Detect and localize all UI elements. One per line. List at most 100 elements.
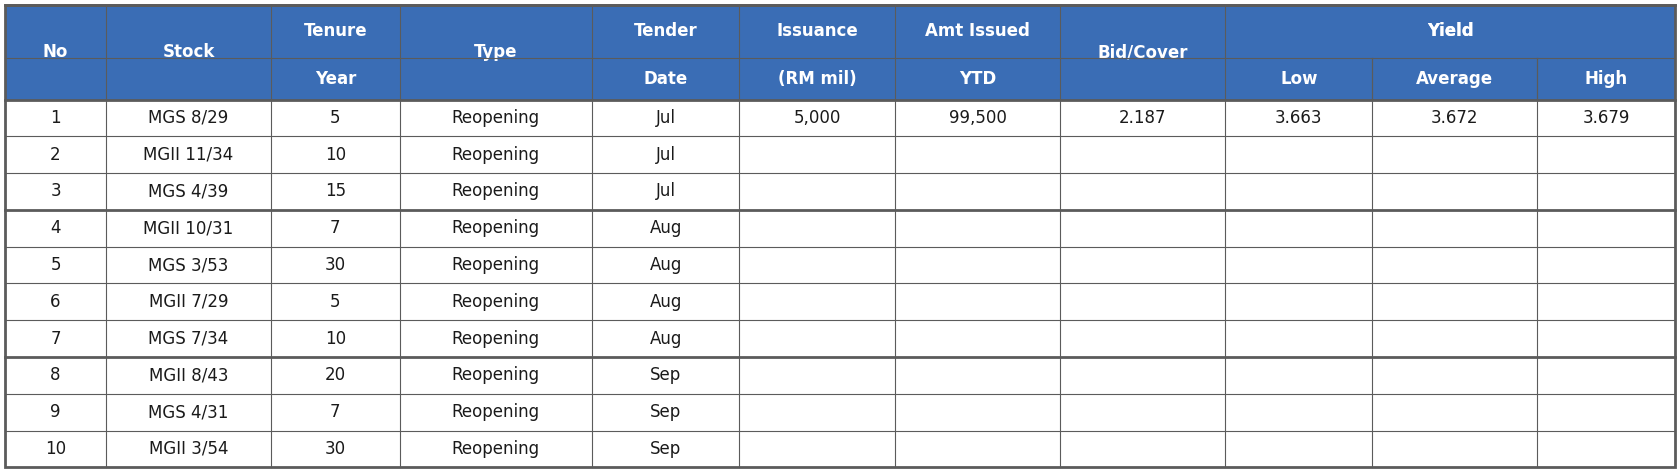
Text: MGS 3/53: MGS 3/53	[148, 256, 228, 274]
Bar	[1060, 173, 1225, 210]
Bar	[895, 136, 1060, 173]
Bar	[895, 58, 1060, 100]
Text: 30: 30	[324, 256, 346, 274]
Bar	[270, 58, 400, 100]
Text: 3.663: 3.663	[1275, 109, 1322, 127]
Bar	[400, 136, 593, 173]
Bar	[270, 210, 400, 247]
Bar	[895, 100, 1060, 136]
Text: 5: 5	[329, 293, 341, 311]
Bar	[1060, 100, 1225, 136]
Text: High: High	[1584, 70, 1628, 88]
Bar	[593, 320, 739, 357]
Bar	[400, 100, 593, 136]
Text: MGS 7/34: MGS 7/34	[148, 329, 228, 347]
Text: 7: 7	[329, 403, 341, 421]
Text: 5: 5	[50, 256, 60, 274]
Bar	[1537, 430, 1675, 467]
Bar	[270, 394, 400, 430]
Bar	[270, 5, 400, 58]
Text: Tenure: Tenure	[304, 22, 368, 40]
Bar	[5, 394, 106, 430]
Bar	[5, 173, 106, 210]
Bar	[1373, 283, 1537, 320]
Text: 5: 5	[329, 109, 341, 127]
Bar	[1225, 430, 1373, 467]
Text: 99,500: 99,500	[949, 109, 1006, 127]
Bar	[106, 283, 270, 320]
Text: Reopening: Reopening	[452, 109, 539, 127]
Bar	[400, 247, 593, 283]
Text: Aug: Aug	[650, 329, 682, 347]
Bar	[895, 430, 1060, 467]
Text: Reopening: Reopening	[452, 403, 539, 421]
Text: 10: 10	[324, 329, 346, 347]
Bar	[1537, 357, 1675, 394]
Bar	[1060, 5, 1225, 100]
Text: 5,000: 5,000	[793, 109, 840, 127]
Bar	[400, 394, 593, 430]
Text: Average: Average	[1416, 70, 1494, 88]
Bar	[400, 173, 593, 210]
Bar	[1537, 100, 1675, 136]
Text: MGII 3/54: MGII 3/54	[150, 440, 228, 458]
Text: Jul: Jul	[655, 109, 675, 127]
Bar	[739, 5, 895, 58]
Text: No: No	[42, 43, 69, 61]
Bar	[400, 5, 593, 100]
Bar	[270, 320, 400, 357]
Bar	[1537, 210, 1675, 247]
Bar	[5, 210, 106, 247]
Bar	[1060, 210, 1225, 247]
Text: MGS 8/29: MGS 8/29	[148, 109, 228, 127]
Text: Reopening: Reopening	[452, 329, 539, 347]
Text: MGS 4/39: MGS 4/39	[148, 183, 228, 201]
Text: 20: 20	[324, 366, 346, 384]
Bar	[106, 430, 270, 467]
Bar	[400, 320, 593, 357]
Text: 15: 15	[324, 183, 346, 201]
Bar	[739, 100, 895, 136]
Bar	[1373, 247, 1537, 283]
Text: 3.679: 3.679	[1583, 109, 1630, 127]
Bar	[1537, 173, 1675, 210]
Text: Sep: Sep	[650, 440, 682, 458]
Text: Sep: Sep	[650, 403, 682, 421]
Bar	[1373, 58, 1537, 100]
Text: Type: Type	[474, 43, 517, 61]
Bar	[593, 100, 739, 136]
Bar	[5, 357, 106, 394]
Bar	[895, 5, 1060, 58]
Text: 10: 10	[45, 440, 66, 458]
Text: Aug: Aug	[650, 256, 682, 274]
Text: 30: 30	[324, 440, 346, 458]
Bar	[1373, 394, 1537, 430]
Bar	[106, 394, 270, 430]
Bar	[1373, 210, 1537, 247]
Text: Yield: Yield	[1426, 22, 1473, 40]
Text: Reopening: Reopening	[452, 440, 539, 458]
Bar	[5, 100, 106, 136]
Text: MGII 11/34: MGII 11/34	[143, 146, 234, 164]
Bar	[106, 5, 270, 100]
Text: 7: 7	[50, 329, 60, 347]
Bar	[1225, 283, 1373, 320]
Bar	[1373, 100, 1537, 136]
Bar	[593, 283, 739, 320]
Bar	[1373, 320, 1537, 357]
Bar	[5, 5, 106, 100]
Bar	[593, 394, 739, 430]
Text: 3.672: 3.672	[1431, 109, 1478, 127]
Text: Aug: Aug	[650, 219, 682, 237]
Bar	[270, 430, 400, 467]
Text: Reopening: Reopening	[452, 366, 539, 384]
Text: Date: Date	[643, 70, 687, 88]
Bar	[1373, 136, 1537, 173]
Bar	[106, 136, 270, 173]
Bar	[739, 357, 895, 394]
Bar	[1060, 357, 1225, 394]
Bar	[1060, 320, 1225, 357]
Text: Jul: Jul	[655, 146, 675, 164]
Bar	[270, 283, 400, 320]
Text: Low: Low	[1280, 70, 1317, 88]
